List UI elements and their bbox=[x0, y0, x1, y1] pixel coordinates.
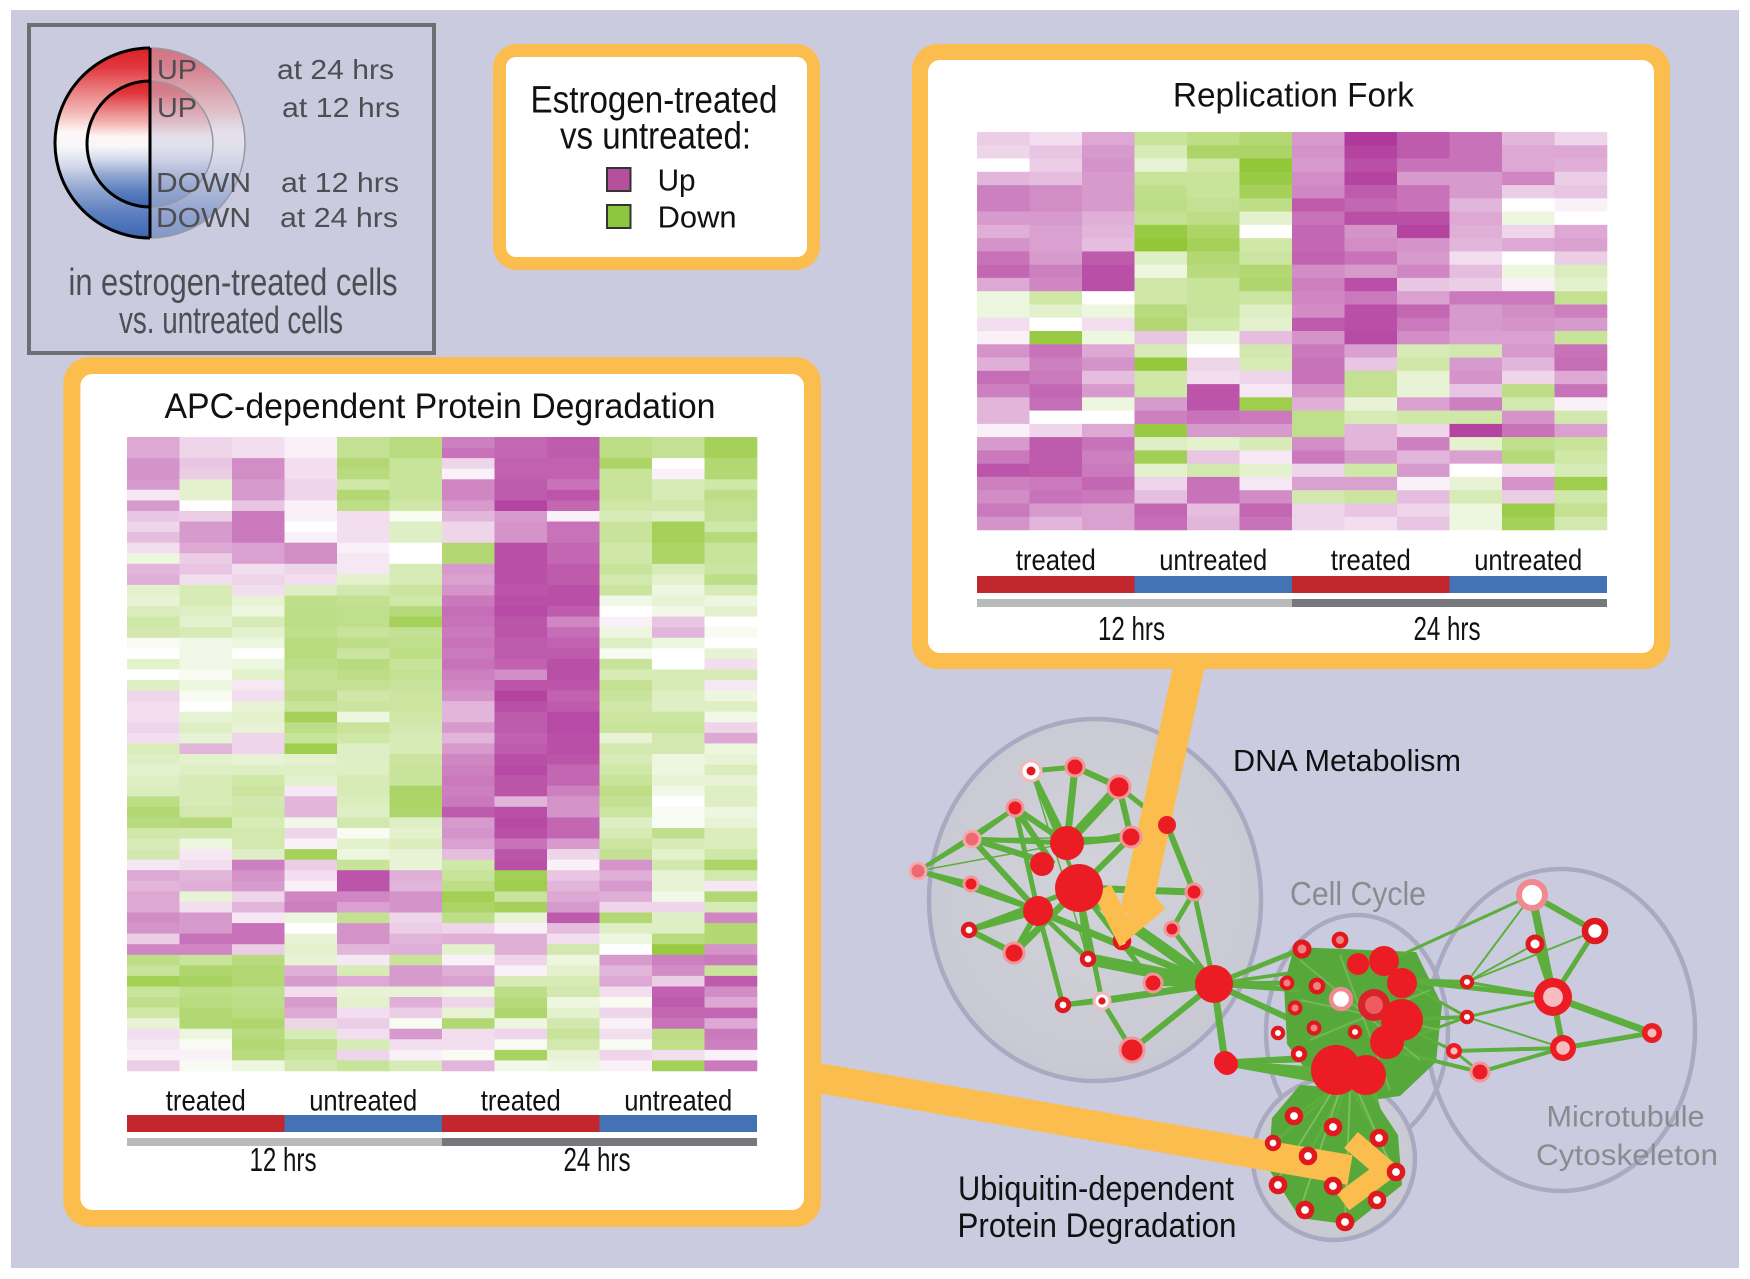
svg-text:vs untreated:: vs untreated: bbox=[560, 116, 751, 158]
svg-text:Protein Degradation: Protein Degradation bbox=[958, 1207, 1237, 1245]
svg-text:treated: treated bbox=[481, 1085, 561, 1118]
svg-text:untreated: untreated bbox=[1474, 544, 1582, 577]
svg-text:Estrogen-treated: Estrogen-treated bbox=[531, 80, 778, 122]
svg-text:12 hrs: 12 hrs bbox=[250, 1141, 317, 1178]
svg-text:DNA Metabolism: DNA Metabolism bbox=[1233, 743, 1461, 778]
svg-text:untreated: untreated bbox=[309, 1085, 417, 1118]
svg-text:Up: Up bbox=[658, 163, 696, 198]
svg-text:24 hrs: 24 hrs bbox=[1414, 610, 1481, 647]
svg-text:APC-dependent Protein Degradat: APC-dependent Protein Degradation bbox=[165, 387, 716, 426]
svg-text:Cell Cycle: Cell Cycle bbox=[1290, 875, 1426, 912]
svg-text:Microtubule: Microtubule bbox=[1547, 1101, 1705, 1134]
svg-text:24 hrs: 24 hrs bbox=[564, 1141, 631, 1178]
svg-text:UP: UP bbox=[157, 54, 197, 85]
svg-text:UP: UP bbox=[157, 92, 197, 123]
svg-text:12 hrs: 12 hrs bbox=[1098, 610, 1165, 647]
svg-text:in estrogen-treated cells: in estrogen-treated cells bbox=[69, 262, 398, 304]
svg-text:DOWN: DOWN bbox=[156, 202, 251, 233]
svg-text:at 12 hrs: at 12 hrs bbox=[281, 167, 399, 198]
svg-text:at 12 hrs: at 12 hrs bbox=[282, 92, 400, 123]
svg-text:at 24 hrs: at 24 hrs bbox=[280, 202, 398, 233]
svg-text:treated: treated bbox=[166, 1085, 246, 1118]
svg-text:Ubiquitin-dependent: Ubiquitin-dependent bbox=[958, 1170, 1234, 1208]
svg-text:treated: treated bbox=[1331, 544, 1411, 577]
svg-text:untreated: untreated bbox=[624, 1085, 732, 1118]
svg-text:DOWN: DOWN bbox=[156, 167, 251, 198]
svg-text:at 24 hrs: at 24 hrs bbox=[277, 54, 394, 85]
svg-text:untreated: untreated bbox=[1159, 544, 1267, 577]
svg-text:treated: treated bbox=[1016, 544, 1096, 577]
svg-text:vs. untreated cells: vs. untreated cells bbox=[119, 300, 343, 342]
svg-text:Cytoskeleton: Cytoskeleton bbox=[1536, 1139, 1718, 1172]
svg-text:Down: Down bbox=[658, 200, 737, 235]
svg-text:Replication Fork: Replication Fork bbox=[1173, 77, 1415, 115]
